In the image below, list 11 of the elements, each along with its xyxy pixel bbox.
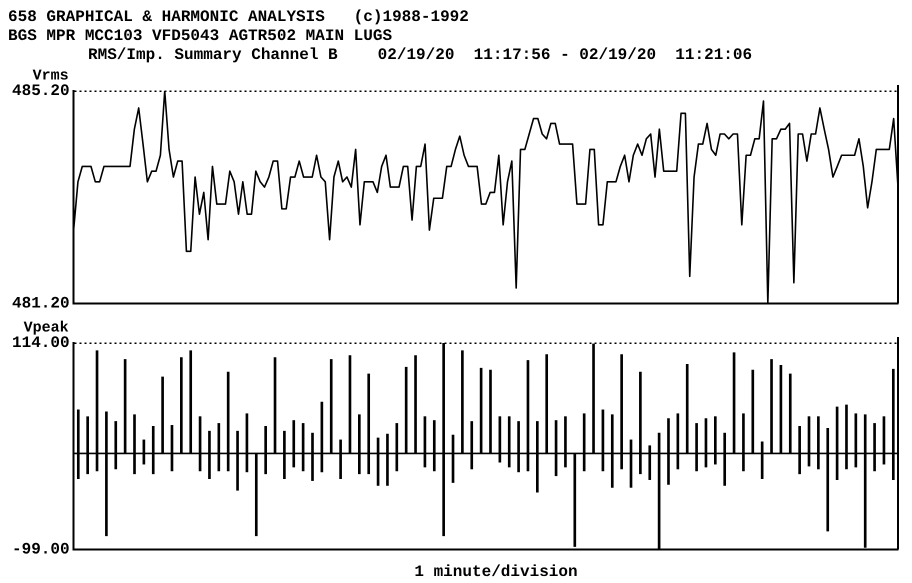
y-tick-label: -99.00: [12, 540, 70, 558]
x-axis-title: 1 minute/division: [413, 563, 579, 581]
chart-title: 658 GRAPHICAL & HARMONIC ANALYSIS (c)1988-1992: [8, 8, 470, 27]
y-tick-label: 114.00: [12, 334, 70, 352]
text: 02/19/20 11:17:56 - 02/19/20 11:21:06: [378, 46, 752, 65]
y-tick-label: 485.20: [12, 82, 70, 100]
y-tick-label: 481.20: [12, 294, 70, 312]
text: RMS/Imp. Summary Channel B: [88, 46, 338, 65]
y-axis-title: Vpeak: [24, 319, 69, 336]
y-axis-title: Vrms: [32, 67, 69, 84]
chart-subtitle: BGS MPR MCC103 VFD5043 AGTR502 MAIN LUGS: [8, 27, 394, 46]
